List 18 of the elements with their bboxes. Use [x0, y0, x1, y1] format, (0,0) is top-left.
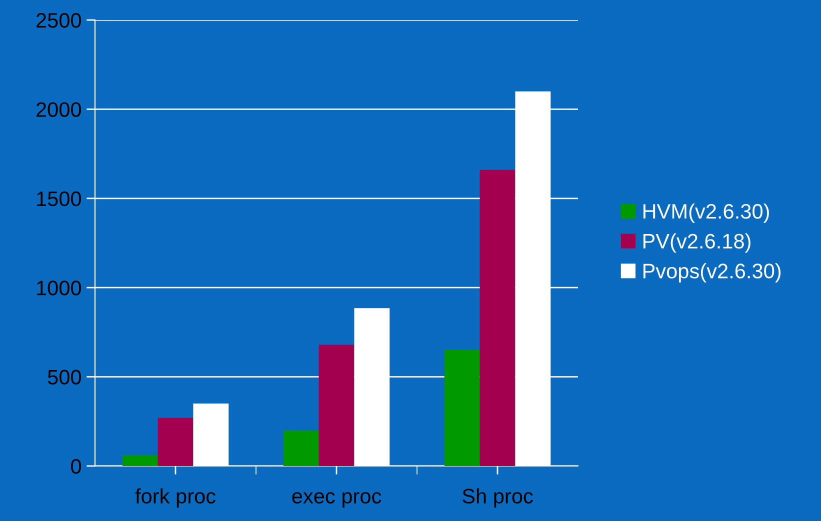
y-tick-label: 2000 [36, 102, 81, 117]
y-tick-label: 0 [71, 459, 81, 474]
x-tick-label: fork proc [135, 488, 216, 508]
bar [283, 430, 319, 466]
bar [444, 350, 480, 466]
y-tick-label: 500 [48, 370, 81, 385]
x-tick-label: Sh proc [462, 488, 533, 508]
bar [122, 455, 158, 466]
x-tick-label: exec proc [292, 492, 382, 508]
legend-label: PV(v2.6.18) [643, 233, 750, 253]
y-tick-label: 1000 [37, 280, 81, 296]
bar [318, 344, 354, 466]
y-tick-label: 1500 [37, 191, 81, 206]
bar [480, 170, 516, 466]
legend-label: Pvops(v2.6.30) [643, 263, 781, 283]
y-tick-label: 2500 [36, 13, 81, 28]
bar [158, 418, 194, 466]
legend-label: HVM(v2.6.30) [643, 203, 769, 223]
